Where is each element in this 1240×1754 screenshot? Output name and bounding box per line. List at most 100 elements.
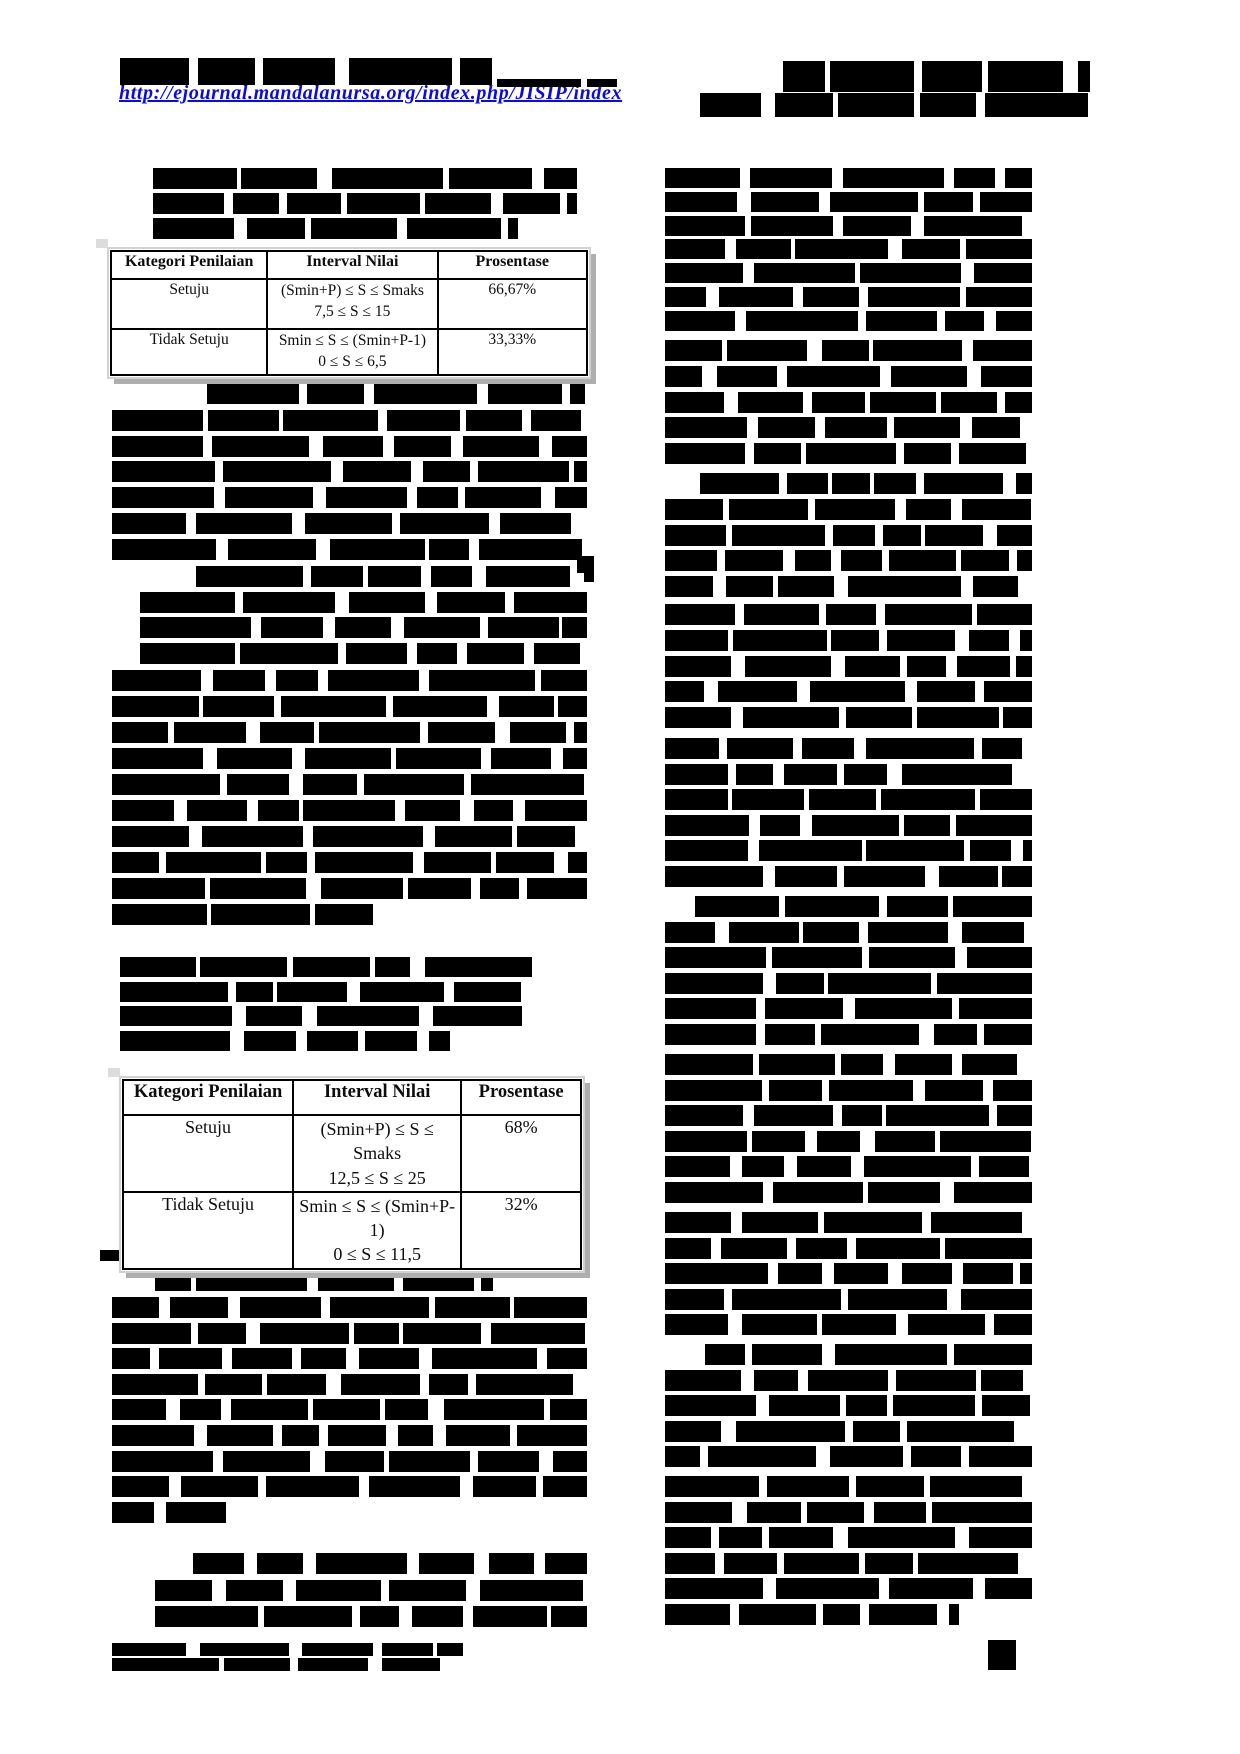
left-table1-caption [153,168,237,189]
left-paragraph-3 [266,852,307,873]
left-paragraph-4 [398,1425,433,1446]
left-paragraph-4 [385,1399,428,1420]
right-paragraph-10 [932,1502,1032,1523]
header-right-line-2 [775,93,833,117]
right-paragraph-10 [784,1553,859,1574]
inter-column-mark-small [584,573,594,582]
left-paragraph-3 [203,696,274,717]
left-paragraph-1 [112,487,214,508]
right-paragraph-6 [803,922,859,943]
left-paragraph-2 [335,617,391,638]
right-paragraph-1 [974,263,1032,283]
right-paragraph-7 [868,1182,940,1203]
left-paragraph-3 [319,722,420,743]
cell-interval: Smin ≤ S ≤ (Smin+P-1) 0 ≤ S ≤ 11,5 [292,1190,463,1270]
left-paragraph-4 [198,1323,246,1344]
right-paragraph-3 [700,473,779,494]
right-paragraph-9 [981,1370,1023,1391]
interval-line-2: 0 ≤ S ≤ 6,5 [318,352,387,370]
right-paragraph-1 [736,239,791,259]
header-left-title [263,58,335,85]
left-paragraph-1 [228,539,316,560]
right-paragraph-7 [665,1080,762,1101]
right-paragraph-4 [743,707,839,728]
left-paragraph-4 [543,1476,587,1497]
left-paragraph-5 [264,1606,352,1627]
right-paragraph-3 [906,499,951,520]
left-paragraph-3 [112,904,207,925]
left-paragraph-3 [496,852,554,873]
right-paragraph-6 [869,947,955,968]
left-paragraph-1 [323,436,383,457]
right-paragraph-4 [665,681,704,702]
right-paragraph-8 [665,1289,724,1310]
left-paragraph-2 [261,617,323,638]
left-paragraph-5 [296,1580,381,1601]
right-paragraph-2 [665,392,724,413]
assessment-table-2: Kategori Penilaian Interval Nilai Prosen… [121,1079,582,1270]
left-paragraph-3 [563,748,587,769]
left-footer-text [112,1643,186,1656]
right-paragraph-2 [1005,392,1032,413]
left-paragraph-2 [534,643,580,664]
right-paragraph-6 [953,896,1032,917]
right-paragraph-10 [767,1476,849,1497]
col-header-prosentase: Prosentase [436,250,589,280]
cell-category: Tidak Setuju [109,328,269,376]
right-paragraph-7 [954,1182,1032,1203]
right-paragraph-3 [729,499,808,520]
journal-url-link[interactable]: http://ejournal.mandalanursa.org/index.p… [119,82,623,104]
left-paragraph-2 [486,566,570,587]
left-paragraph-4 [389,1451,470,1472]
left-paragraph-5 [226,1580,283,1601]
right-paragraph-4 [733,630,827,651]
header-right-line-1 [922,61,982,92]
cell-interval: Smin ≤ S ≤ (Smin+P-1) 0 ≤ S ≤ 6,5 [266,328,439,376]
right-paragraph-1 [945,311,984,331]
right-paragraph-8 [902,1263,952,1284]
left-table2-caption [244,1031,296,1051]
right-paragraph-3 [883,525,921,546]
right-paragraph-9 [769,1395,840,1416]
right-paragraph-8 [721,1238,787,1259]
right-paragraph-9 [853,1421,900,1442]
table-header-row: Kategori Penilaian Interval Nilai Prosen… [109,250,589,280]
right-paragraph-5 [970,840,1011,861]
right-paragraph-8 [931,1212,1022,1233]
page-number-redaction [988,1640,1016,1670]
left-paragraph-3 [112,852,159,873]
right-paragraph-4 [1003,707,1032,728]
right-paragraph-4 [831,630,879,651]
right-paragraph-9 [665,1370,741,1391]
right-paragraph-2 [825,417,887,438]
right-paragraph-2 [981,366,1032,387]
header-left-title [349,58,452,85]
right-paragraph-9 [808,1370,888,1391]
right-paragraph-4 [977,604,1032,625]
left-paragraph-3 [408,878,471,899]
right-paragraph-3 [665,499,723,520]
left-paragraph-4 [553,1451,587,1472]
left-paragraph-5 [360,1606,399,1627]
right-paragraph-4 [846,707,912,728]
left-caption-line-2 [403,1271,474,1291]
left-paragraph-3 [174,722,246,743]
left-paragraph-4 [550,1399,587,1420]
left-paragraph-4 [446,1425,510,1446]
right-paragraph-9 [736,1421,845,1442]
right-paragraph-3 [833,525,875,546]
left-paragraph-5 [155,1606,258,1627]
right-paragraph-10 [823,1604,860,1625]
right-paragraph-7 [773,1182,863,1203]
right-paragraph-1 [665,263,743,283]
left-paragraph-3 [499,696,554,717]
left-paragraph-1 [429,539,469,560]
left-paragraph-3 [328,670,419,691]
left-paragraph-1 [208,410,279,431]
left-paragraph-5 [480,1580,583,1601]
right-paragraph-1 [1005,168,1032,188]
right-paragraph-10 [665,1502,732,1523]
right-paragraph-4 [1020,630,1032,651]
right-paragraph-1 [830,192,918,212]
left-paragraph-2 [346,643,407,664]
